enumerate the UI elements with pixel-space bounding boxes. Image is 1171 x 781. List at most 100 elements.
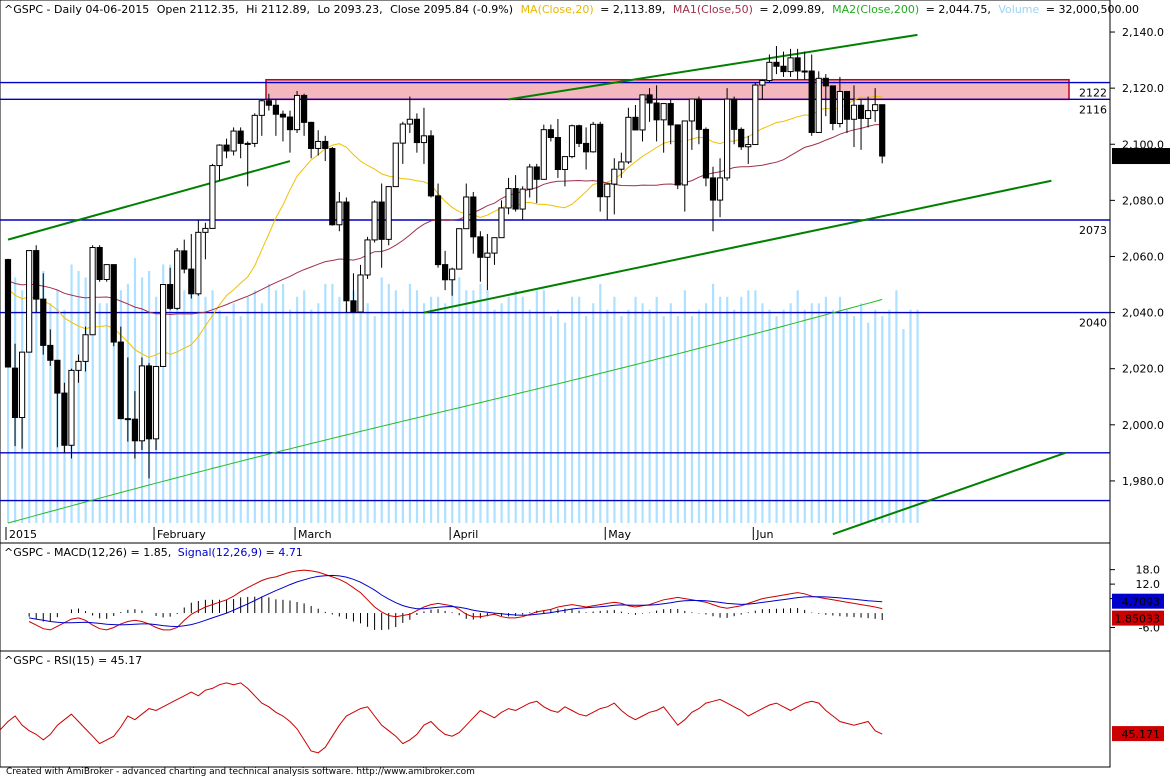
candle-body (11, 367, 19, 419)
header-close: Close 2095.84 (-0.9%) (390, 3, 513, 16)
candle-body (702, 128, 710, 179)
candle-body (315, 140, 322, 149)
volume-bar (782, 309, 785, 523)
volume-bar (35, 283, 38, 523)
volume-bar (296, 296, 299, 523)
candle-body (688, 98, 695, 122)
candle-body (850, 104, 858, 120)
candle-body (575, 125, 583, 144)
candle-body (371, 201, 378, 241)
candle-body (808, 70, 815, 133)
volume-bar (303, 290, 306, 523)
volume-bar (775, 316, 778, 523)
volume-bar (683, 290, 686, 523)
candle-body (399, 123, 406, 144)
volume-bar (331, 283, 334, 523)
volume-bar (697, 309, 701, 523)
candle-body (19, 351, 26, 419)
date-x-axis: 2015 February March April May Jun (5, 527, 774, 541)
volume-bar (690, 316, 694, 523)
volume-bar (606, 309, 609, 523)
volume-bar (824, 296, 827, 523)
candle-body (660, 103, 667, 121)
volume-bar (479, 283, 482, 523)
candle-body (188, 268, 195, 295)
candle-body (625, 116, 632, 163)
volume-bar (500, 303, 503, 523)
candle-body (124, 418, 131, 421)
header-ma20-value: = 2,113.89, (600, 3, 665, 16)
month-label: May (608, 528, 631, 541)
candle-body (766, 61, 773, 82)
volume-bar (204, 296, 207, 523)
candlesticks (4, 46, 886, 479)
volume-bar (578, 296, 581, 523)
candle-body (590, 123, 597, 153)
volume-bar (422, 303, 426, 523)
volume-bar (133, 258, 137, 523)
candle-body (597, 123, 604, 198)
volume-bar (916, 309, 919, 523)
price-tick-label: 2,020.0 (1122, 363, 1164, 376)
candle-body (61, 392, 68, 446)
candle-body (745, 144, 752, 148)
rsi-value-label: 45.171 (1122, 728, 1161, 741)
volume-bar (542, 290, 545, 523)
ma50-line (7, 124, 883, 316)
volume-bar (232, 303, 235, 523)
candle-body (385, 186, 392, 240)
candle-body (33, 250, 40, 300)
candle-body (611, 168, 618, 185)
header-ma50-label: MA1(Close,50) (673, 3, 753, 16)
macd-title: ^GSPC - MACD(12,26) = 1.85, (4, 546, 171, 559)
signal-value-box (1112, 593, 1164, 609)
candle-body (463, 196, 470, 230)
candle-body (695, 98, 702, 130)
candle-body (470, 196, 477, 238)
candle-body (787, 57, 794, 73)
volume-bar (810, 303, 813, 523)
candle-body (181, 250, 188, 270)
candle-body (174, 250, 181, 309)
candle-body (618, 161, 625, 170)
header-hi: Hi 2112.89, (246, 3, 310, 16)
candle-body (709, 177, 717, 201)
volume-bar (77, 270, 80, 523)
candle-body (131, 418, 139, 442)
header-ma200-label: MA2(Close,200) (832, 3, 919, 16)
ma200-line (7, 298, 883, 524)
candle-body (110, 264, 117, 343)
candle-body (815, 77, 822, 133)
macd-tick-label: 12.0 (1136, 578, 1161, 591)
price-tick-label: 2,080.0 (1122, 194, 1164, 207)
candle-body (237, 130, 244, 144)
volume-bar (669, 303, 672, 523)
candle-body (449, 268, 456, 281)
candle-body (378, 201, 385, 240)
candle-body (759, 80, 766, 86)
volume-bar (289, 309, 292, 523)
volume-bar (556, 309, 560, 523)
volume-bar (535, 290, 538, 523)
volume-bar (190, 277, 193, 523)
price-tick-label: 2,000.0 (1122, 419, 1164, 432)
volume-bar (655, 296, 658, 523)
rsi-line (0, 682, 883, 754)
month-label: 2015 (9, 528, 37, 541)
volume-bar (817, 303, 820, 523)
candle-body (308, 121, 315, 149)
candle-body (794, 57, 801, 72)
volume-bar (472, 290, 475, 523)
candle-body (829, 85, 836, 124)
volume-bar (112, 283, 115, 523)
volume-bar (507, 296, 510, 523)
candle-body (258, 100, 265, 116)
volume-bar (888, 309, 891, 523)
level-label: 2073 (1079, 224, 1107, 237)
volume-bar (267, 283, 271, 523)
volume-bar (260, 303, 263, 523)
candle-body (322, 140, 329, 149)
candle-body (286, 116, 294, 131)
